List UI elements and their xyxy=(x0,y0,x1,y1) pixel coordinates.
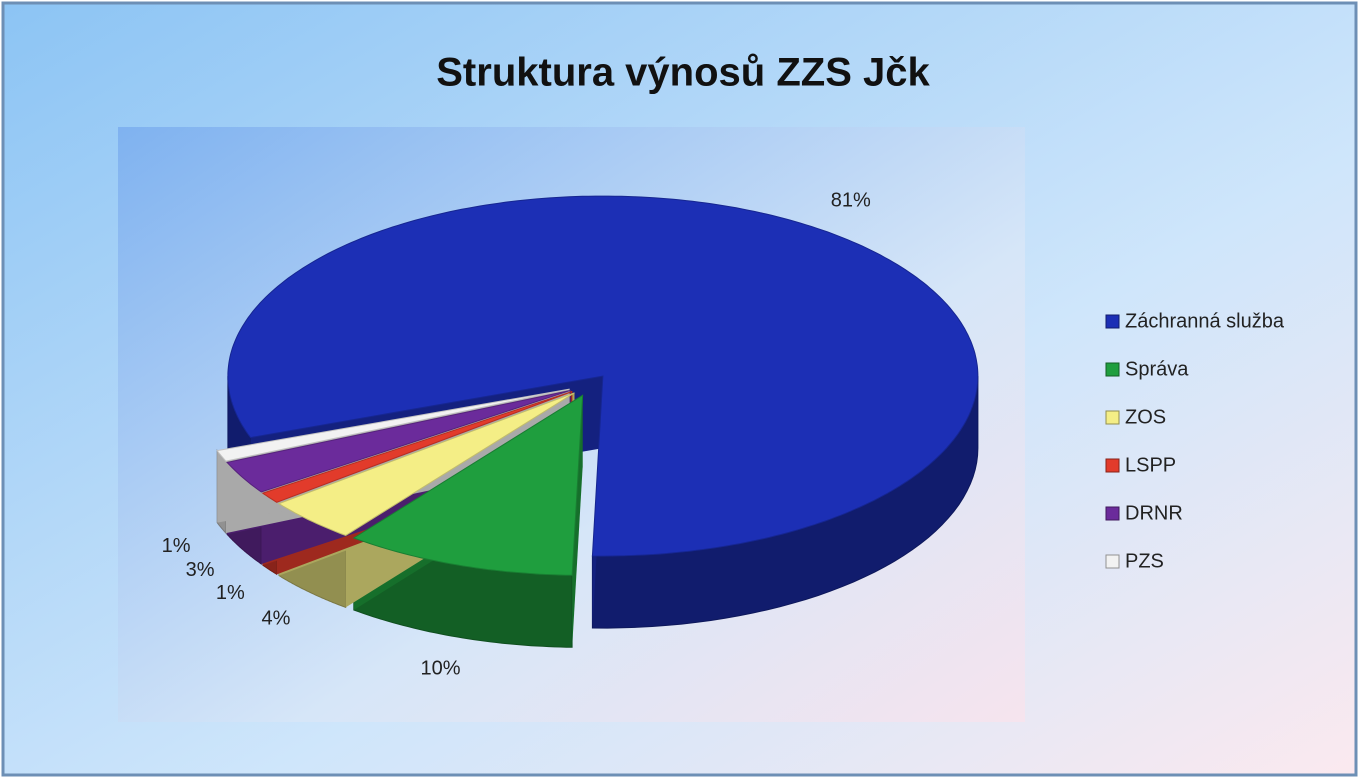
legend-label: DRNR xyxy=(1125,502,1183,524)
data-label: 3% xyxy=(186,559,215,581)
legend-swatch xyxy=(1105,458,1120,473)
data-label: 10% xyxy=(420,657,460,679)
legend-label: Záchranná služba xyxy=(1125,310,1285,332)
legend-swatch xyxy=(1105,410,1120,425)
slice xyxy=(227,195,979,557)
slice xyxy=(261,391,573,503)
slice xyxy=(226,389,571,493)
data-label: 81% xyxy=(831,189,871,211)
labels: 81% 10% 4% 1%3%1% xyxy=(162,189,871,679)
legend-label: Správa xyxy=(1125,358,1189,380)
legend-swatch xyxy=(1105,506,1120,521)
data-label: 4% xyxy=(261,607,290,629)
slice xyxy=(277,392,575,536)
slice xyxy=(352,394,584,576)
legend-label: PZS xyxy=(1125,550,1164,572)
legend-swatch xyxy=(1105,362,1120,377)
legend-label: LSPP xyxy=(1125,454,1176,476)
chart-title: Struktura výnosů ZZS Jčk xyxy=(436,51,930,95)
legend: Záchranná služba Správa ZOS LSPP DRNR PZS xyxy=(1105,310,1285,572)
legend-swatch xyxy=(1105,314,1120,329)
legend-label: ZOS xyxy=(1125,406,1166,428)
data-label: 1% xyxy=(216,582,245,604)
slice xyxy=(216,388,570,462)
legend-swatch xyxy=(1105,554,1120,569)
data-label: 1% xyxy=(162,535,191,557)
pie-tops xyxy=(216,195,979,576)
